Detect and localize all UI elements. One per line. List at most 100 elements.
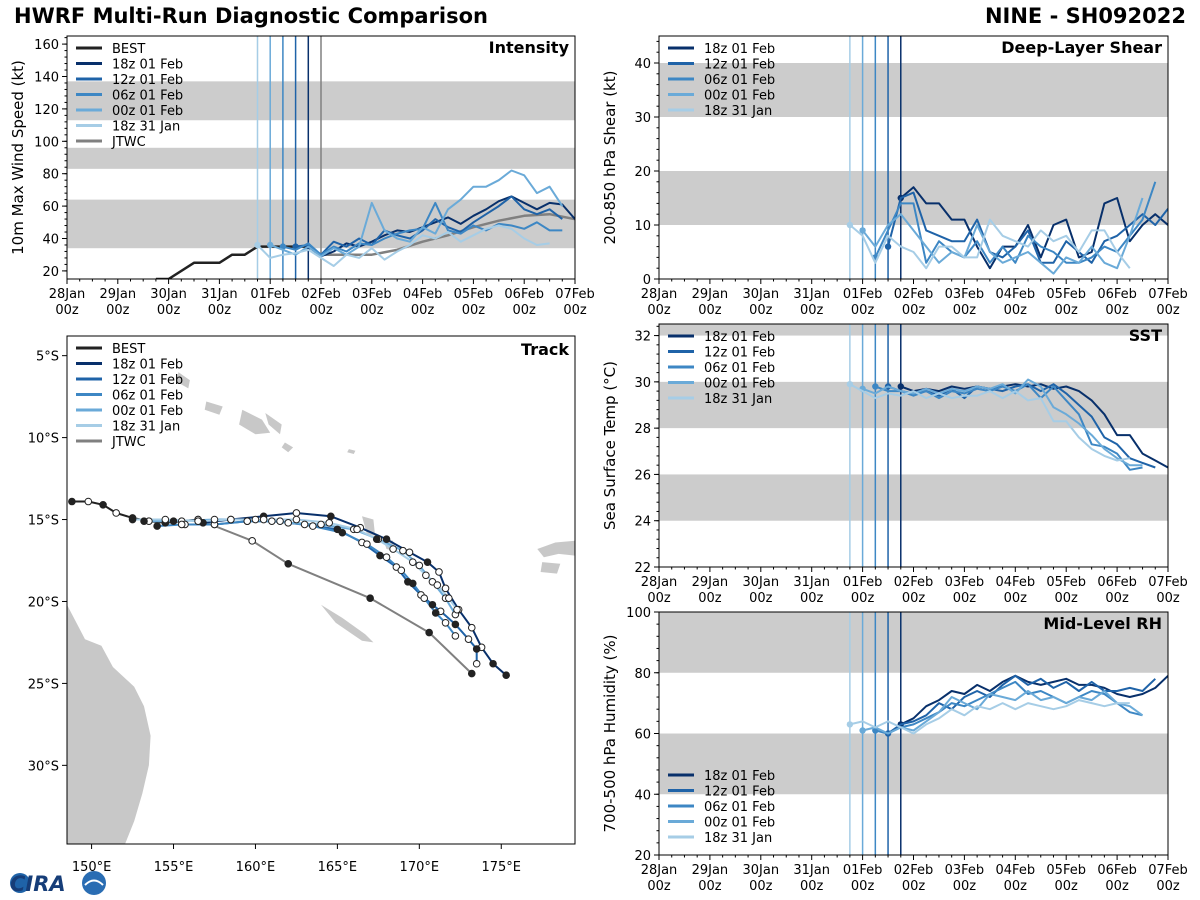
logo-text: CIRA <box>10 872 66 896</box>
track-point-r12z01 <box>472 659 481 668</box>
sst-xtick-label: 29Jan <box>692 575 729 590</box>
shear-xtick-label: 01Feb <box>843 287 883 302</box>
track-point-r12z01 <box>268 517 276 525</box>
intensity-title: Intensity <box>489 38 570 57</box>
shear-plot-area <box>659 36 1168 279</box>
track-ytick-label: 25°S <box>28 677 59 692</box>
intensity-panel: 2040608010012014016028Jan00z29Jan00z30Ja… <box>9 35 595 318</box>
sst-xtick-label: 00z <box>800 591 824 606</box>
intensity-ytick-label: 100 <box>34 135 59 150</box>
track-point-r18z31 <box>161 515 170 524</box>
shear-series-r00z01 <box>861 197 1144 275</box>
track-point-r00z01 <box>251 515 260 524</box>
shear-init-point <box>884 243 892 250</box>
track-point-r12z01 <box>451 620 460 629</box>
track-point-r18z31 <box>227 515 235 524</box>
intensity-ytick-label: 60 <box>42 200 59 215</box>
track-point-BEST <box>68 497 76 506</box>
track-point-r06z01 <box>397 566 406 575</box>
intensity-xtick-label: 00z <box>55 303 79 318</box>
intensity-plot-area <box>67 36 575 279</box>
fiji-land <box>537 540 575 558</box>
rh-xtick-label: 06Feb <box>1097 863 1137 878</box>
rh-legend-label: 18z 01 Feb <box>704 769 775 784</box>
track-line-r06z01 <box>157 520 457 637</box>
rh-panel: 2040608010028Jan00z29Jan00z30Jan00z31Jan… <box>601 606 1188 894</box>
track-point-r18z01 <box>405 548 414 557</box>
intensity-xtick-label: 00z <box>360 303 384 318</box>
figure-title: HWRF Multi-Run Diagnostic Comparison <box>14 4 489 28</box>
track-point-r06z01 <box>408 579 417 588</box>
intensity-ytick-label: 140 <box>34 71 59 86</box>
sst-ylabel: Sea Surface Temp (°C) <box>601 361 619 530</box>
shear-ytick-label: 0 <box>643 273 651 288</box>
shear-legend-label: 18z 31 Jan <box>704 104 772 119</box>
track-point-r18z01 <box>441 584 450 593</box>
rh-xtick-label: 28Jan <box>641 863 678 878</box>
rh-legend-label: 18z 31 Jan <box>704 831 772 846</box>
rh-xtick-label: 00z <box>953 879 977 894</box>
sst-xtick-label: 00z <box>1156 591 1180 606</box>
sst-ytick-label: 28 <box>634 422 651 437</box>
track-point-r06z01 <box>420 594 429 602</box>
shear-xtick-label: 05Feb <box>1046 287 1086 302</box>
shear-legend-label: 18z 01 Feb <box>704 42 775 57</box>
intensity-xtick-label: 00z <box>259 303 283 318</box>
intensity-legend-label: 06z 01 Feb <box>112 89 183 104</box>
rh-xtick-label: 00z <box>851 879 875 894</box>
track-point-r00z01 <box>210 515 219 524</box>
shear-series-r06z01 <box>874 181 1157 264</box>
sst-legend-label: 06z 01 Feb <box>704 361 775 376</box>
shear-init-point <box>859 227 866 234</box>
track-legend-label: BEST <box>112 342 145 357</box>
shear-xtick-label: 29Jan <box>692 287 729 302</box>
track-map-area <box>67 372 575 844</box>
track-line-r18z31 <box>132 518 458 611</box>
intensity-xtick-label: 30Jan <box>150 287 187 302</box>
intensity-xtick-label: 29Jan <box>100 287 137 302</box>
track-point-r18z31 <box>292 515 301 524</box>
rh-ytick-label: 20 <box>634 849 651 864</box>
track-point-r06z01 <box>363 540 371 548</box>
shear-series-r12z01 <box>887 191 1168 264</box>
track-xtick-label: 155°E <box>154 860 194 875</box>
shear-xtick-label: 00z <box>800 303 824 318</box>
track-frame <box>66 335 576 845</box>
rh-xtick-label: 00z <box>1156 879 1180 894</box>
intensity-ytick-label: 40 <box>42 233 59 248</box>
track-point-r00z01 <box>140 517 148 525</box>
shear-xtick-label: 00z <box>1055 303 1079 318</box>
rh-ytick-label: 80 <box>634 667 651 682</box>
intensity-init-point <box>267 241 274 249</box>
rh-xtick-label: 30Jan <box>743 863 780 878</box>
intensity-ylabel: 10m Max Wind Speed (kt) <box>9 60 27 255</box>
sst-xtick-label: 00z <box>647 591 671 606</box>
intensity-xtick-label: 00z <box>563 303 587 318</box>
track-point-r06z01 <box>451 632 460 640</box>
shear-xtick-label: 00z <box>851 303 875 318</box>
sst-xtick-label: 28Jan <box>641 575 678 590</box>
sst-panel: 22242628303228Jan00z29Jan00z30Jan00z31Ja… <box>601 323 1188 606</box>
sst-xtick-label: 30Jan <box>743 575 780 590</box>
vanuatu-land <box>362 516 376 536</box>
shear-xtick-label: 00z <box>902 303 926 318</box>
track-point-r06z01 <box>431 609 440 617</box>
track-point-r12z01 <box>428 600 437 609</box>
shear-ytick-label: 30 <box>634 111 651 126</box>
bougainville-land <box>176 372 190 389</box>
track-line-r18z01 <box>202 512 507 676</box>
rh-xtick-label: 01Feb <box>843 863 883 878</box>
sst-ytick-label: 32 <box>634 330 651 345</box>
track-point-r06z01 <box>382 553 391 562</box>
track-point-r06z01 <box>177 520 186 529</box>
intensity-xtick-label: 00z <box>309 303 333 318</box>
track-point-r18z31 <box>128 515 137 524</box>
track-point-r18z01 <box>435 568 443 576</box>
sst-ytick-label: 26 <box>634 468 651 483</box>
track-point-BEST <box>84 497 93 506</box>
intensity-xtick-label: 28Jan <box>49 287 86 302</box>
intensity-xtick-label: 03Feb <box>352 287 392 302</box>
intensity-series-r18z31 <box>256 224 550 267</box>
rh-band <box>659 612 1168 673</box>
